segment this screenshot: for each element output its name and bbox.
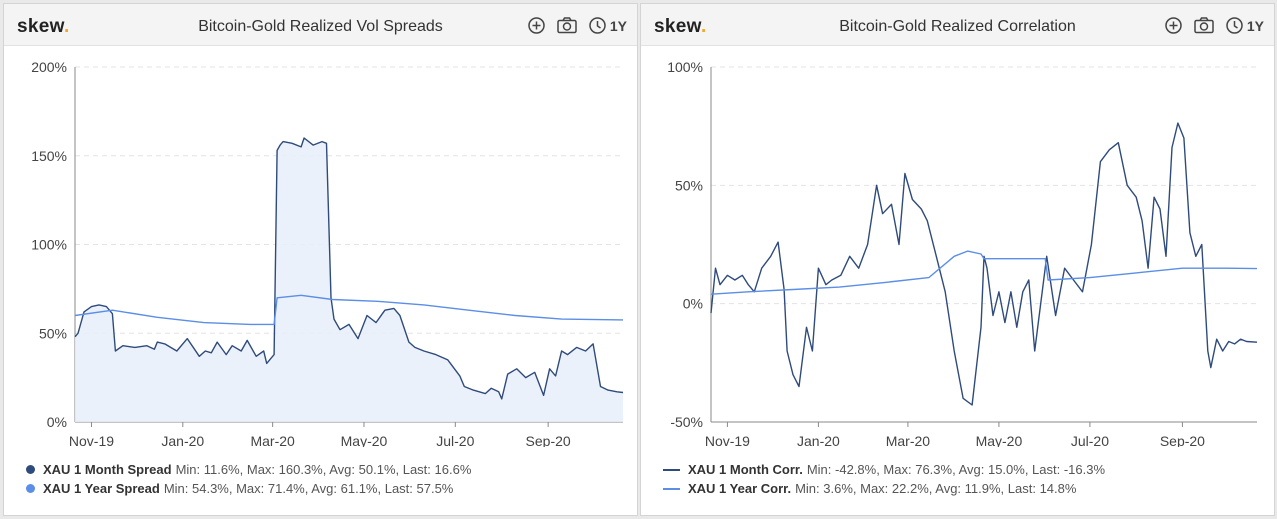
legend-series-name: XAU 1 Year Corr.: [688, 481, 792, 496]
x-tick-label: May-20: [341, 433, 388, 447]
y-tick-label: 150%: [31, 148, 67, 164]
series-line-2[interactable]: [710, 250, 1258, 295]
x-tick-label: Jul-20: [1071, 433, 1109, 447]
legend-series-name: XAU 1 Month Corr.: [688, 462, 803, 477]
series-line-1[interactable]: [710, 122, 1258, 406]
clock-icon: [589, 17, 606, 34]
vol-spreads-chart: 0% 50% 100% 150% 200% Nov-19 Jan-20 Mar-20 May-2…: [31, 59, 624, 447]
vol-spreads-panel: skew. Bitcoin-Gold Realized Vol Spreads …: [3, 3, 638, 516]
series-line-1[interactable]: [74, 137, 624, 400]
y-tick-label: 100%: [667, 59, 703, 75]
legend-series-stats: Min: -42.8%, Max: 76.3%, Avg: 15.0%, Las…: [806, 462, 1106, 477]
legend-series-name: XAU 1 Month Spread: [43, 462, 172, 477]
legend-marker-light: [663, 487, 680, 490]
plus-circle-icon[interactable]: [527, 16, 546, 35]
camera-icon[interactable]: [1193, 16, 1215, 35]
time-range-label: 1Y: [609, 17, 627, 34]
y-tick-label: 50%: [675, 177, 703, 193]
legend-item-1y-corr[interactable]: XAU 1 Year Corr. Min: 3.6%, Max: 22.2%, …: [663, 479, 1105, 498]
chart-toolbar: 1Y: [517, 16, 627, 35]
plus-circle-icon[interactable]: [1164, 16, 1183, 35]
legend-marker-light: [26, 484, 35, 493]
y-tick-label: 100%: [31, 237, 67, 253]
correlation-panel: skew. Bitcoin-Gold Realized Correlation …: [640, 3, 1275, 516]
x-tick-label: Mar-20: [886, 433, 931, 447]
legend-item-1y-spread[interactable]: XAU 1 Year Spread Min: 54.3%, Max: 71.4%…: [26, 479, 471, 498]
panel-header: skew. Bitcoin-Gold Realized Vol Spreads …: [4, 4, 637, 46]
x-tick-label: Sep-20: [1160, 433, 1205, 447]
chart-toolbar: 1Y: [1154, 16, 1264, 35]
y-tick-label: 0%: [47, 414, 67, 430]
y-tick-label: 50%: [39, 325, 67, 341]
skew-logo: skew.: [654, 16, 707, 37]
camera-icon[interactable]: [556, 16, 578, 35]
panel-header: skew. Bitcoin-Gold Realized Correlation …: [641, 4, 1274, 46]
legend-marker-dark: [26, 465, 35, 474]
skew-logo: skew.: [17, 16, 70, 37]
time-range-label: 1Y: [1246, 17, 1264, 34]
y-tick-label: -50%: [670, 414, 703, 430]
y-tick-label: 200%: [31, 59, 67, 75]
x-tick-label: May-20: [976, 433, 1023, 447]
chart-legend: XAU 1 Month Corr. Min: -42.8%, Max: 76.3…: [663, 460, 1105, 498]
chart-title: Bitcoin-Gold Realized Vol Spreads: [198, 18, 443, 35]
series-line-2[interactable]: [74, 294, 624, 326]
legend-item-1m-spread[interactable]: XAU 1 Month Spread Min: 11.6%, Max: 160.…: [26, 460, 471, 479]
legend-series-name: XAU 1 Year Spread: [43, 481, 160, 496]
legend-series-stats: Min: 54.3%, Max: 71.4%, Avg: 61.1%, Last…: [163, 481, 454, 496]
legend-series-stats: Min: 3.6%, Max: 22.2%, Avg: 11.9%, Last:…: [795, 481, 1077, 496]
x-tick-label: Jan-20: [797, 433, 840, 447]
time-range-button[interactable]: 1Y: [1225, 16, 1264, 35]
x-tick-label: Jan-20: [161, 433, 204, 447]
x-tick-label: Nov-19: [69, 433, 114, 447]
x-tick-label: Mar-20: [250, 433, 295, 447]
x-tick-label: Nov-19: [705, 433, 750, 447]
y-tick-label: 0%: [683, 296, 703, 312]
x-tick-label: Jul-20: [436, 433, 474, 447]
series-area: [75, 138, 623, 422]
correlation-chart: -50% 0% 50% 100% Nov-19 Jan-20 Mar-20 May-20 Jul…: [667, 59, 1258, 447]
clock-icon: [1226, 17, 1243, 34]
time-range-button[interactable]: 1Y: [588, 16, 627, 35]
chart-title: Bitcoin-Gold Realized Correlation: [839, 18, 1076, 35]
chart-legend: XAU 1 Month Spread Min: 11.6%, Max: 160.…: [26, 460, 471, 498]
legend-marker-dark: [663, 468, 680, 471]
legend-item-1m-corr[interactable]: XAU 1 Month Corr. Min: -42.8%, Max: 76.3…: [663, 460, 1105, 479]
x-tick-label: Sep-20: [526, 433, 571, 447]
legend-series-stats: Min: 11.6%, Max: 160.3%, Avg: 50.1%, Las…: [175, 462, 472, 477]
